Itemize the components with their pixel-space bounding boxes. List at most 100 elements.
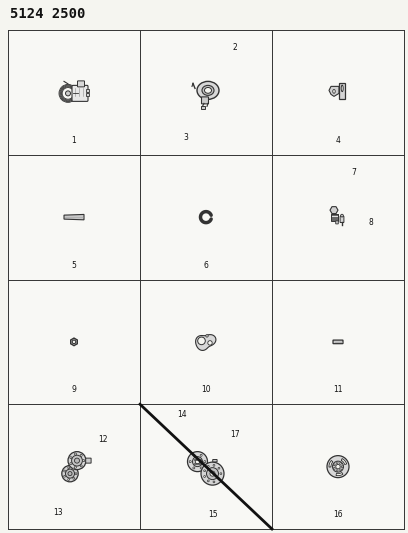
Circle shape — [200, 467, 202, 469]
Circle shape — [333, 464, 335, 466]
Polygon shape — [64, 214, 84, 220]
Bar — [272, 279, 404, 404]
Bar — [272, 404, 404, 529]
Circle shape — [68, 467, 70, 469]
Circle shape — [341, 466, 343, 467]
Circle shape — [200, 454, 202, 456]
FancyBboxPatch shape — [333, 340, 343, 344]
Circle shape — [66, 469, 75, 478]
Circle shape — [75, 466, 76, 468]
Bar — [86, 89, 89, 92]
Bar — [194, 459, 197, 461]
Ellipse shape — [202, 85, 214, 95]
Bar — [140, 155, 272, 279]
Bar — [198, 463, 201, 464]
FancyBboxPatch shape — [86, 458, 91, 463]
Polygon shape — [329, 461, 333, 467]
Bar — [8, 404, 140, 529]
Circle shape — [68, 479, 70, 480]
Bar — [8, 30, 140, 155]
Polygon shape — [195, 335, 216, 350]
Circle shape — [68, 472, 72, 475]
Bar — [8, 279, 140, 404]
FancyBboxPatch shape — [339, 83, 346, 99]
Text: 4: 4 — [335, 136, 340, 145]
Text: 11: 11 — [333, 385, 343, 394]
Circle shape — [83, 459, 85, 462]
Polygon shape — [71, 338, 77, 346]
Circle shape — [333, 467, 335, 470]
Circle shape — [207, 480, 209, 482]
Bar — [272, 155, 404, 279]
Polygon shape — [341, 214, 344, 217]
Bar — [8, 155, 140, 279]
Circle shape — [80, 454, 82, 456]
Circle shape — [64, 475, 66, 477]
FancyBboxPatch shape — [213, 459, 217, 462]
Circle shape — [70, 463, 72, 465]
Bar — [331, 214, 338, 221]
Circle shape — [218, 467, 220, 469]
Circle shape — [73, 468, 75, 470]
Circle shape — [71, 455, 82, 466]
FancyBboxPatch shape — [78, 81, 84, 87]
Circle shape — [201, 462, 224, 485]
Text: 1: 1 — [72, 136, 76, 145]
Circle shape — [218, 478, 220, 480]
Text: 15: 15 — [208, 510, 217, 519]
Text: 12: 12 — [98, 435, 108, 444]
Circle shape — [188, 451, 208, 472]
Circle shape — [80, 465, 82, 467]
Text: 8: 8 — [368, 218, 373, 227]
Circle shape — [193, 454, 195, 456]
Circle shape — [75, 453, 76, 455]
FancyBboxPatch shape — [202, 97, 208, 104]
Circle shape — [193, 467, 195, 469]
Circle shape — [213, 481, 215, 483]
Text: 17: 17 — [230, 430, 240, 439]
Circle shape — [64, 470, 66, 472]
Circle shape — [195, 459, 200, 464]
Circle shape — [62, 465, 78, 482]
Polygon shape — [330, 207, 338, 214]
Bar — [272, 30, 404, 155]
Bar — [198, 459, 201, 461]
Text: 5: 5 — [71, 261, 76, 270]
Circle shape — [327, 456, 349, 478]
Circle shape — [66, 91, 71, 96]
Ellipse shape — [341, 85, 343, 92]
Bar — [201, 107, 205, 109]
Circle shape — [68, 451, 86, 470]
Text: 16: 16 — [333, 510, 343, 519]
Circle shape — [206, 335, 208, 337]
Circle shape — [75, 458, 80, 463]
Circle shape — [220, 473, 222, 474]
FancyBboxPatch shape — [72, 85, 88, 101]
Circle shape — [204, 470, 206, 472]
Text: 13: 13 — [53, 507, 63, 516]
Circle shape — [210, 471, 215, 476]
Polygon shape — [341, 458, 347, 465]
Circle shape — [336, 470, 338, 472]
Circle shape — [333, 461, 344, 472]
Circle shape — [336, 464, 340, 469]
Circle shape — [193, 457, 202, 466]
Text: 6: 6 — [204, 261, 208, 270]
Circle shape — [340, 469, 341, 471]
Ellipse shape — [197, 82, 219, 99]
Bar — [140, 30, 272, 155]
Text: 5124 2500: 5124 2500 — [10, 7, 85, 21]
Ellipse shape — [204, 87, 211, 93]
Polygon shape — [336, 473, 343, 475]
Circle shape — [206, 467, 218, 480]
Circle shape — [207, 465, 209, 467]
Text: 14: 14 — [177, 410, 187, 419]
Text: 9: 9 — [71, 385, 76, 394]
Text: 3: 3 — [184, 133, 188, 142]
Circle shape — [204, 475, 206, 478]
Circle shape — [73, 478, 75, 479]
FancyBboxPatch shape — [336, 221, 338, 224]
Circle shape — [198, 337, 205, 345]
Circle shape — [70, 457, 72, 459]
Text: 2: 2 — [233, 44, 237, 52]
